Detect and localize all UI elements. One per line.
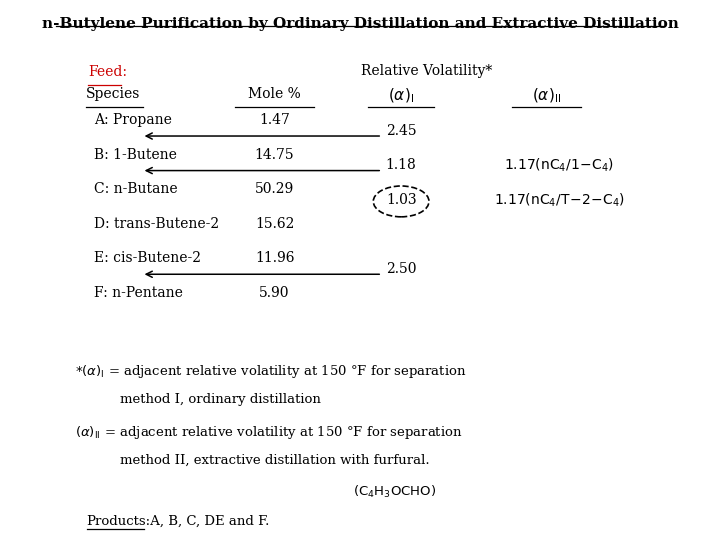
Text: Products:: Products: <box>86 515 150 528</box>
Text: $(\mathrm{C_4H_3OCHO})$: $(\mathrm{C_4H_3OCHO})$ <box>354 484 436 501</box>
Text: $*(\alpha)_{\mathrm{I}}$ = adjacent relative volatility at 150 °F for separation: $*(\alpha)_{\mathrm{I}}$ = adjacent rela… <box>76 363 467 380</box>
Text: Mole %: Mole % <box>248 86 301 100</box>
Text: $(\alpha)_{\mathrm{I}}$: $(\alpha)_{\mathrm{I}}$ <box>388 86 414 105</box>
Text: $1.17(\mathrm{nC_4/T\!-\!2\!-\!C_4})$: $1.17(\mathrm{nC_4/T\!-\!2\!-\!C_4})$ <box>494 191 625 208</box>
Text: 50.29: 50.29 <box>255 183 294 196</box>
Text: F: n-Pentane: F: n-Pentane <box>94 286 183 300</box>
Text: 1.18: 1.18 <box>386 158 416 172</box>
Text: A, B, C, DE and F.: A, B, C, DE and F. <box>146 515 269 528</box>
Text: 5.90: 5.90 <box>259 286 290 300</box>
Text: B: 1-Butene: B: 1-Butene <box>94 148 177 161</box>
Text: $(\alpha)_{\mathrm{II}}$ = adjacent relative volatility at 150 °F for separation: $(\alpha)_{\mathrm{II}}$ = adjacent rela… <box>76 424 463 441</box>
Text: 1.03: 1.03 <box>386 193 416 207</box>
Text: A: Propane: A: Propane <box>94 113 172 127</box>
Text: Feed:: Feed: <box>88 65 127 79</box>
Text: 15.62: 15.62 <box>255 217 294 231</box>
Text: 11.96: 11.96 <box>255 252 294 265</box>
Text: n-Butylene Purification by Ordinary Distillation and Extractive Distillation: n-Butylene Purification by Ordinary Dist… <box>42 17 678 31</box>
Text: Species: Species <box>86 86 140 100</box>
Text: 14.75: 14.75 <box>255 148 294 161</box>
Text: 2.50: 2.50 <box>386 262 416 276</box>
Text: E: cis-Butene-2: E: cis-Butene-2 <box>94 252 201 265</box>
Text: method II, extractive distillation with furfural.: method II, extractive distillation with … <box>120 454 429 467</box>
Text: 1.47: 1.47 <box>259 113 290 127</box>
Text: $(\alpha)_{\mathrm{II}}$: $(\alpha)_{\mathrm{II}}$ <box>532 86 562 105</box>
Text: $1.17(\mathrm{nC_4/1\!-\!C_4})$: $1.17(\mathrm{nC_4/1\!-\!C_4})$ <box>504 157 614 174</box>
Text: D: trans-Butene-2: D: trans-Butene-2 <box>94 217 220 231</box>
Text: method I, ordinary distillation: method I, ordinary distillation <box>120 393 320 406</box>
Text: 2.45: 2.45 <box>386 124 416 138</box>
Text: C: n-Butane: C: n-Butane <box>94 183 178 196</box>
Text: Relative Volatility*: Relative Volatility* <box>361 64 492 78</box>
